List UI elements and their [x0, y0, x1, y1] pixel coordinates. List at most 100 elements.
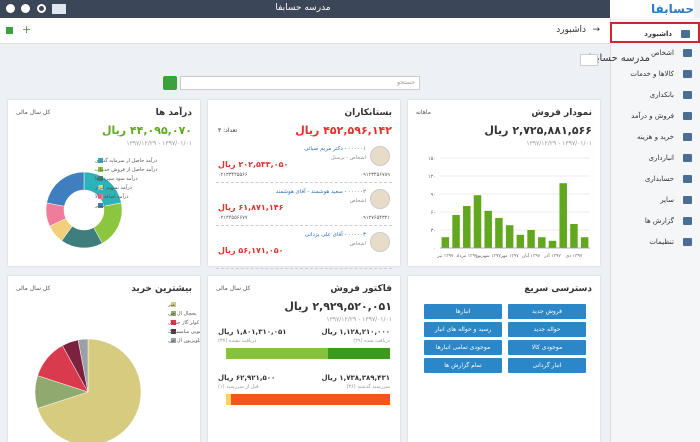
menu-item[interactable]: خرید و هزینه	[610, 127, 700, 148]
period-select[interactable]: ماهانه	[416, 109, 431, 116]
income-chart: درآمد حاصل از سرمایه گذاری درآمد حاصل از …	[45, 157, 157, 249]
quick-button[interactable]: انبار گردانی	[508, 358, 586, 373]
menu-item[interactable]: سایر	[610, 190, 700, 211]
legend-label: درآمد سود سپرده ها	[95, 175, 138, 182]
period-select[interactable]: کل سال مالی	[216, 285, 251, 292]
legend-label: درآمد تسهیم ابزار	[94, 184, 132, 191]
legend-label: یخچال ال جی	[168, 311, 197, 317]
people-list: ۰۰۰۰۰۱ - دکتر مریم صبائی اشخاص - پرسنل ۲۰۲…	[208, 144, 400, 269]
legend-label: تلویزیون ال جی	[168, 338, 200, 344]
heading-button[interactable]	[580, 54, 598, 66]
progress-segment	[230, 394, 390, 405]
bar	[441, 237, 450, 248]
bar	[559, 183, 567, 248]
quick-buttons: فروش جدید انبارها حواله جدید رسید و حواله ه…	[408, 304, 600, 404]
menu-item[interactable]: حسابداری	[610, 169, 700, 190]
avatar	[370, 146, 390, 166]
person-name[interactable]: ۰۰۰۰۰۳ - آقای علی یزدانی	[304, 232, 366, 238]
icon-add[interactable]: +	[22, 23, 32, 36]
card-title: بیشترین خرید	[131, 284, 192, 294]
progress-segment	[226, 348, 328, 359]
quick-button[interactable]: تمام گزارش ها	[424, 358, 502, 373]
menu-icon	[683, 91, 692, 99]
x-tick-label: ۱۳۹۷ آذر	[543, 253, 561, 259]
legend-swatch	[171, 329, 176, 334]
quick-button[interactable]: حواله جدید	[508, 322, 586, 337]
amount-label: دریافت نشده (۳۷)	[218, 338, 257, 344]
invoices-card: فاکتور فروش کل سال مالی ۲,۹۲۹,۵۲۰,۰۵۱ ری…	[208, 276, 400, 442]
slice	[46, 171, 85, 207]
amount-label: دریافت شده (۲۹)	[353, 338, 390, 344]
search-button[interactable]	[163, 76, 177, 90]
card-title: فاکتور فروش	[330, 284, 392, 294]
person-amount: ۵۶,۱۷۱,۰۵۰ ریال	[218, 246, 284, 255]
income-card: درآمد ها کل سال مالی ۴۴,۰۹۵,۰۷۰ ریال ۱۳۹…	[8, 100, 200, 266]
icon-flag[interactable]	[52, 4, 66, 14]
legend-swatch	[98, 167, 103, 172]
legend-swatch	[98, 203, 103, 208]
legend-label: درآمد حاصل از فروش خدمات	[95, 166, 157, 173]
icon-refresh[interactable]	[37, 4, 46, 13]
menu-icon	[683, 133, 692, 141]
bar	[548, 240, 557, 248]
sidebar	[610, 18, 700, 442]
creditors-card: بستانکاران ۴۵۲,۵۹۶,۱۴۲ ریال تعداد: ۳ ۰۰۰…	[208, 100, 400, 269]
quick-button[interactable]: فروش جدید	[508, 304, 586, 319]
menu-item[interactable]: اشخاص	[610, 43, 700, 64]
bar	[495, 218, 503, 248]
bar	[570, 224, 578, 248]
total: ۴۵۲,۵۹۶,۱۴۲ ریال	[295, 124, 392, 137]
menu-item[interactable]: تنظیمات	[610, 232, 700, 253]
purchases-chart: میز یخچال ال جی کولر گاز جنرال لباسشویی سام…	[34, 302, 200, 442]
legend-swatch	[98, 185, 103, 190]
amount: ۱,۸۰۱,۳۱۰,۰۵۱ ریال	[218, 328, 287, 336]
period-select[interactable]: کل سال مالی	[16, 285, 51, 292]
x-tick-label: ۱۳۹۷ شهریور	[475, 253, 502, 259]
x-tick-label: ۱۳۹۷ دی	[566, 253, 583, 259]
menu-item[interactable]: کالاها و خدمات	[610, 64, 700, 85]
quick-button[interactable]: انبارها	[424, 304, 502, 319]
y-tick-label: ۰	[433, 246, 436, 252]
person-amount: ۲۰۲,۵۳۳,۰۵۰ ریال	[218, 160, 289, 169]
menu-item[interactable]: انبارداری	[610, 148, 700, 169]
menu-item[interactable]: داشبورد	[610, 22, 700, 43]
bar	[463, 206, 471, 248]
menu-icon	[683, 196, 692, 204]
period-select[interactable]: کل سال مالی	[16, 109, 51, 116]
icon-help[interactable]	[21, 4, 30, 13]
invoice-rows: ۱,۱۲۸,۲۱۰,۰۰۰ ریال دریافت شده (۲۹) ۱,۸۰۱,۳…	[208, 328, 400, 438]
search-box[interactable]: جستجو	[180, 76, 420, 90]
person-name[interactable]: ۰۰۰۰۰۱ - دکتر مریم صبائی	[304, 146, 366, 152]
bar	[505, 225, 514, 248]
legend-label: میز	[167, 302, 175, 308]
menu-item[interactable]: بانکداری	[610, 85, 700, 106]
icon-save[interactable]	[6, 27, 13, 34]
y-tick-label: ۱۵۰	[428, 156, 436, 162]
icon-power[interactable]	[6, 4, 15, 13]
sidebar-items: داشبورد اشخاص کالاها و خدمات بانکداری فروش و…	[610, 22, 700, 282]
legend-swatch	[171, 338, 176, 343]
bar	[516, 234, 525, 248]
date-range: ۱۳۹۷/۰۱/۰۱ - ۱۳۹۷/۱۲/۲۹	[326, 316, 392, 323]
quick-button[interactable]: رسید و حواله های انبار	[424, 322, 502, 337]
slice	[77, 338, 89, 393]
person-phone: ۰۹۱۲۳۴۵۶۷۸۹	[360, 172, 390, 178]
quick-button[interactable]: موجودی کالا	[508, 340, 586, 355]
menu-item[interactable]: گزارش ها	[610, 211, 700, 232]
date-range: ۱۳۹۷/۰۱/۰۱ - ۱۳۹۷/۱۲/۲۹	[526, 140, 592, 147]
topbar-title: مدرسه حسابفا	[275, 3, 331, 13]
quick-button[interactable]: موجودی تمامی انبارها	[424, 340, 502, 355]
back-arrow[interactable]: →	[592, 25, 600, 35]
amount-label: سررسید گذشته (۳۶)	[346, 384, 390, 390]
progress-segment	[226, 394, 231, 405]
bar	[538, 237, 546, 248]
person-group: اشخاص	[349, 198, 366, 204]
person-name[interactable]: ۰۰۰۰۰۲ - سعید هوشمند - آقای هوشمند	[275, 189, 366, 195]
legend-swatch	[98, 194, 103, 199]
card-title: بستانکاران	[344, 108, 392, 118]
menu-item[interactable]: فروش و درآمد	[610, 106, 700, 127]
slice	[37, 338, 142, 442]
y-tick-label: ۱۲۰	[428, 174, 436, 180]
bar	[580, 237, 589, 248]
person-account: ۰۲۱۳۳۴۴۵۵۶۶	[218, 172, 248, 178]
